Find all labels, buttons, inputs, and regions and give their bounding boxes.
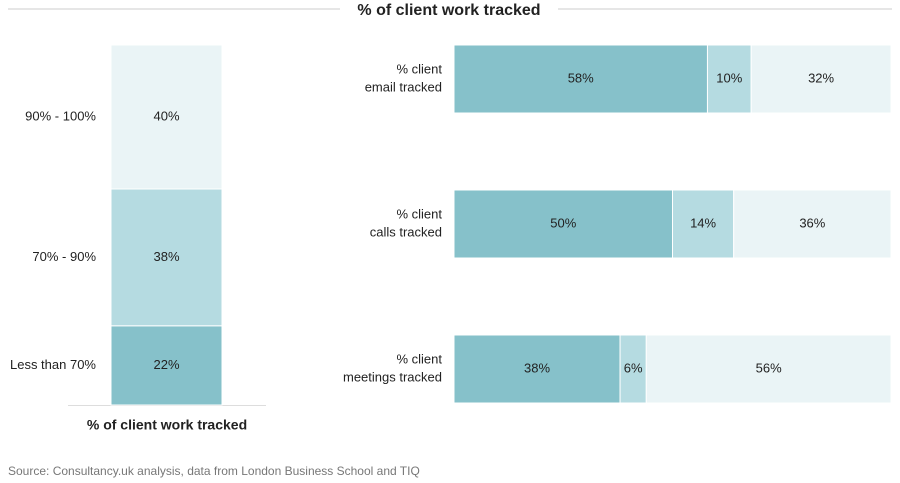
chart-title: % of client work tracked: [357, 2, 540, 19]
value-label: 36%: [799, 215, 825, 230]
value-label: 6%: [624, 360, 643, 375]
bar-segment: [706, 44, 752, 114]
value-label: 56%: [756, 360, 782, 375]
bar-segment: [453, 334, 621, 404]
category-label: % client: [396, 61, 442, 76]
value-label: 22%: [153, 357, 179, 372]
value-label: 38%: [153, 249, 179, 264]
bar-segment: [733, 189, 892, 259]
value-label: 32%: [808, 70, 834, 85]
value-label: 50%: [550, 215, 576, 230]
category-label: % client: [396, 206, 442, 221]
category-label: meetings tracked: [343, 369, 442, 384]
value-label: 14%: [690, 215, 716, 230]
bar-segment: [619, 334, 647, 404]
category-label: 70% - 90%: [32, 249, 96, 264]
bar-segment: [110, 44, 223, 190]
category-label: % client: [396, 351, 442, 366]
bar-segment: [453, 189, 673, 259]
bar-segment: [645, 334, 892, 404]
category-label: email tracked: [365, 79, 442, 94]
category-label: calls tracked: [370, 224, 442, 239]
bar-segment: [110, 325, 223, 406]
x-axis-label: % of client work tracked: [87, 417, 247, 433]
value-label: 40%: [153, 108, 179, 123]
bar-segment: [453, 44, 708, 114]
category-label: Less than 70%: [10, 357, 96, 372]
value-label: 10%: [716, 70, 742, 85]
source: Source: Consultancy.uk analysis, data fr…: [8, 464, 420, 478]
value-label: 38%: [524, 360, 550, 375]
category-label: 90% - 100%: [25, 108, 96, 123]
bar-segment: [750, 44, 892, 114]
value-label: 58%: [568, 70, 594, 85]
bar-segment: [672, 189, 735, 259]
